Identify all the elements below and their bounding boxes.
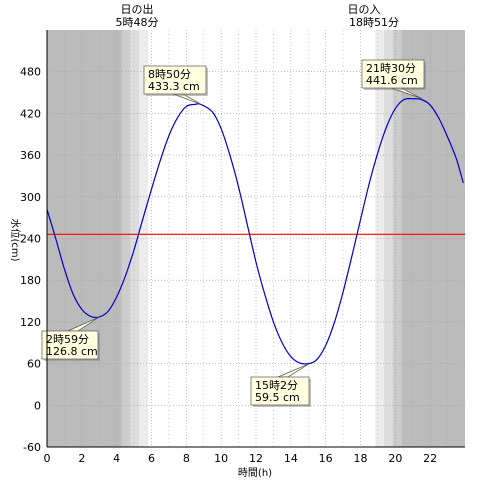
y-axis-label: 水位(cm) [9, 218, 22, 261]
background-band-1 [121, 30, 131, 447]
y-tick-label: 420 [20, 107, 41, 120]
x-tick-label: 0 [44, 452, 51, 465]
callout-time: 21時30分 [366, 62, 416, 75]
tide-series-line [46, 97, 464, 365]
callout-value: 433.3 cm [148, 80, 200, 93]
x-tick-label: 12 [249, 452, 263, 465]
callout-box [143, 65, 207, 95]
callout-value: 441.6 cm [366, 74, 418, 87]
y-tick-label: 180 [20, 274, 41, 287]
y-tick-label: -60 [23, 441, 41, 454]
y-tick-label: 60 [27, 358, 41, 371]
x-tick-label: 16 [319, 452, 333, 465]
x-tick-label: 10 [214, 452, 228, 465]
callout-value: 59.5 cm [255, 391, 300, 404]
x-tick-label: 18 [354, 452, 368, 465]
callout-box [361, 59, 425, 89]
x-tick-label: 20 [388, 452, 402, 465]
sunset-time: 18時51分 [349, 16, 399, 29]
y-tick-label: 0 [34, 399, 41, 412]
background-band-6 [384, 30, 393, 447]
background-band-7 [392, 30, 402, 447]
callout-value: 126.8 cm [46, 345, 98, 358]
x-axis-label: 時間(h) [238, 467, 272, 479]
x-tick-label: 14 [284, 452, 298, 465]
callout-box [250, 376, 310, 406]
y-tick-label: 240 [20, 233, 41, 246]
sunset-label: 日の入 [348, 3, 381, 16]
background-band-5 [375, 30, 385, 447]
x-tick-label: 6 [148, 452, 155, 465]
callout-time: 8時50分 [148, 68, 191, 81]
callout-time: 15時2分 [255, 379, 298, 392]
x-tick-label: 2 [78, 452, 85, 465]
sunrise-time: 5時48分 [116, 16, 159, 29]
x-tick-label: 8 [183, 452, 190, 465]
sunrise-label: 日の出 [121, 2, 154, 16]
y-tick-label: 360 [20, 149, 41, 162]
y-tick-label: 300 [20, 191, 41, 204]
y-tick-label: 120 [20, 316, 41, 329]
x-tick-label: 22 [423, 452, 437, 465]
callout-time: 2時59分 [46, 333, 89, 346]
background-band-8 [401, 30, 465, 447]
y-tick-label: 480 [20, 66, 41, 79]
x-tick-label: 4 [113, 452, 120, 465]
callout-box [41, 330, 99, 360]
